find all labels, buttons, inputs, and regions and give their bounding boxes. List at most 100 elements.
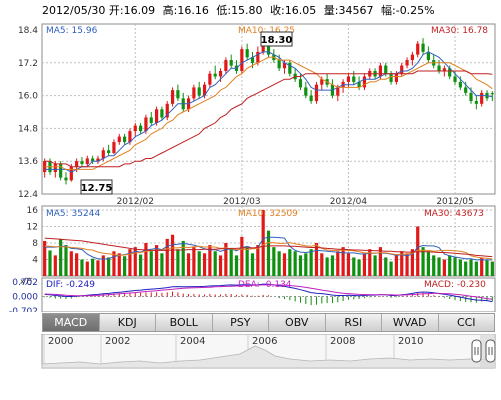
volume-bar <box>240 236 244 276</box>
candle-body <box>154 109 159 123</box>
volume-bar <box>165 238 169 276</box>
candle-body <box>192 87 196 99</box>
price-ma30-line <box>44 70 493 168</box>
volume-bar <box>144 243 148 276</box>
macd-panel-frame <box>41 277 496 312</box>
volume-bar <box>389 261 393 276</box>
volume-bar <box>59 238 63 276</box>
price-tick-label: 14.8 <box>18 124 38 134</box>
candle-body <box>75 161 79 167</box>
volume-bar <box>485 260 489 276</box>
volume-bar <box>469 259 473 276</box>
macd-dea-legend: DEA: -0.134 <box>238 280 292 290</box>
volume-bar <box>336 251 340 276</box>
chart-canvas: 2012/05/30 开:16.09 高:16.16 低:15.80 收:16.… <box>9 3 496 312</box>
candle-body <box>442 68 446 71</box>
candle-body <box>197 87 201 96</box>
price-panel-frame <box>41 23 496 195</box>
candle-body <box>336 87 340 96</box>
candle-body <box>176 90 180 99</box>
volume-bar <box>405 253 409 276</box>
volume-bar <box>234 255 239 276</box>
candle-body <box>384 65 388 74</box>
navigator-year-label: 2004 <box>180 336 205 347</box>
volume-y-axis: 16 12 8 4 <box>27 206 39 266</box>
volume-bar <box>64 245 68 276</box>
date-x-axis: 2012/02 2012/03 2012/04 2012/05 <box>117 197 474 207</box>
volume-tick-label: 12 <box>27 223 38 233</box>
volume-bar <box>181 240 185 276</box>
volume-bar <box>352 257 356 276</box>
tab-kdj[interactable]: KDJ <box>99 314 156 331</box>
volume-bar <box>160 253 164 276</box>
navigator-year-label: 2002 <box>105 336 130 347</box>
tab-obv[interactable]: OBV <box>269 314 326 331</box>
tab-cci[interactable]: CCI <box>438 314 494 331</box>
timeline-navigator[interactable]: 2000 2002 2004 2006 2008 2010 <box>0 334 501 400</box>
candle-body <box>309 95 313 102</box>
volume-bar <box>53 255 57 276</box>
candle-body <box>107 150 111 153</box>
macd-y-axis: 0.702 0.000 -0.702 <box>9 278 495 312</box>
volume-grid <box>42 209 495 260</box>
candle-body <box>298 79 303 88</box>
date-tick-label: 2012/05 <box>436 197 473 207</box>
volume-ma10-legend: MA10: 32509 <box>238 209 298 219</box>
candle-body <box>490 93 494 95</box>
quote-header: 2012/05/30 开:16.09 高:16.16 低:15.80 收:16.… <box>42 3 435 17</box>
volume-bar <box>107 257 111 276</box>
candle-body <box>437 65 441 71</box>
macd-dif-line <box>44 283 493 303</box>
price-tick-label: 12.4 <box>18 190 38 200</box>
candle-body <box>320 79 324 85</box>
volume-bar <box>91 258 95 276</box>
macd-tick-label: 0.000 <box>12 293 38 303</box>
candle-body <box>256 51 260 63</box>
volume-bar <box>410 249 414 276</box>
volume-bar <box>304 253 308 276</box>
candle-body <box>128 131 132 143</box>
volume-bar <box>330 255 335 276</box>
candle-body <box>170 90 175 104</box>
volume-bar <box>202 253 207 276</box>
volume-bar <box>320 253 324 276</box>
candle-body <box>117 136 121 143</box>
candle-body <box>43 161 47 173</box>
navigator-left-handle[interactable] <box>471 339 482 363</box>
candle-body <box>123 136 127 143</box>
macd-tick-label: -0.702 <box>9 307 38 312</box>
tab-rsi[interactable]: RSI <box>325 314 382 331</box>
volume-bar <box>245 247 249 276</box>
candle-body <box>250 57 255 63</box>
candle-body <box>149 117 153 123</box>
tab-psy[interactable]: PSY <box>212 314 269 331</box>
navigator-right-handle[interactable] <box>485 339 496 363</box>
candle-body <box>357 81 361 88</box>
price-ma30-legend: MA30: 16.78 <box>431 26 488 36</box>
candle-body <box>112 142 116 153</box>
candle-body <box>480 92 484 104</box>
volume-bar <box>298 255 303 276</box>
volume-bar <box>394 255 399 276</box>
volume-bar <box>176 249 180 276</box>
volume-bar <box>43 240 47 276</box>
svg-text:12.75: 12.75 <box>81 183 113 194</box>
date-tick-label: 2012/03 <box>223 197 260 207</box>
price-tick-label: 13.6 <box>18 157 38 167</box>
volume-bar <box>154 245 159 276</box>
tab-boll[interactable]: BOLL <box>156 314 213 331</box>
volume-tick-label: 8 <box>32 239 38 249</box>
volume-bar <box>325 257 329 276</box>
candle-body <box>144 117 148 132</box>
candle-body <box>101 150 105 159</box>
volume-bar <box>357 259 361 276</box>
quote-open: 16.09 <box>124 4 156 17</box>
candle-body <box>474 101 478 104</box>
tab-wvad[interactable]: WVAD <box>382 314 439 331</box>
tab-macd[interactable]: MACD <box>43 314 100 331</box>
volume-bar <box>69 251 73 276</box>
svg-text:18.30: 18.30 <box>261 35 293 46</box>
volume-bar <box>80 259 84 276</box>
volume-bar <box>213 251 217 276</box>
